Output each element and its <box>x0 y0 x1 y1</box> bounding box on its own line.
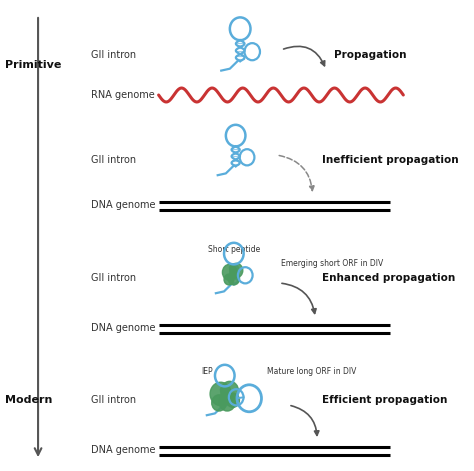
Text: Efficient propagation: Efficient propagation <box>322 395 447 405</box>
Text: Emerging short ORF in DIV: Emerging short ORF in DIV <box>281 260 383 268</box>
Text: RNA genome: RNA genome <box>91 90 155 100</box>
Text: GII intron: GII intron <box>91 155 136 165</box>
Circle shape <box>227 393 239 407</box>
Text: GII intron: GII intron <box>91 50 136 60</box>
Circle shape <box>228 272 239 285</box>
Text: Inefficient propagation: Inefficient propagation <box>322 155 458 165</box>
Text: GII intron: GII intron <box>91 395 136 405</box>
Text: Short peptide: Short peptide <box>208 245 260 254</box>
Text: DNA genome: DNA genome <box>91 200 155 210</box>
Text: IEP: IEP <box>201 367 212 376</box>
Text: DNA genome: DNA genome <box>91 445 155 455</box>
FancyArrowPatch shape <box>279 155 314 191</box>
Text: Primitive: Primitive <box>5 60 61 70</box>
Circle shape <box>222 264 237 280</box>
FancyArrowPatch shape <box>283 46 325 66</box>
FancyArrowPatch shape <box>282 284 316 313</box>
Circle shape <box>224 274 234 285</box>
Text: DNA genome: DNA genome <box>91 323 155 333</box>
Circle shape <box>230 263 243 278</box>
Text: Modern: Modern <box>5 395 52 405</box>
Circle shape <box>221 382 238 401</box>
Circle shape <box>212 395 227 411</box>
Text: GII intron: GII intron <box>91 273 136 283</box>
Circle shape <box>210 382 231 406</box>
Text: Propagation: Propagation <box>334 50 406 60</box>
Text: Mature long ORF in DIV: Mature long ORF in DIV <box>267 367 357 376</box>
Text: Enhanced propagation: Enhanced propagation <box>322 273 455 283</box>
Circle shape <box>219 393 236 411</box>
FancyArrowPatch shape <box>291 406 319 435</box>
